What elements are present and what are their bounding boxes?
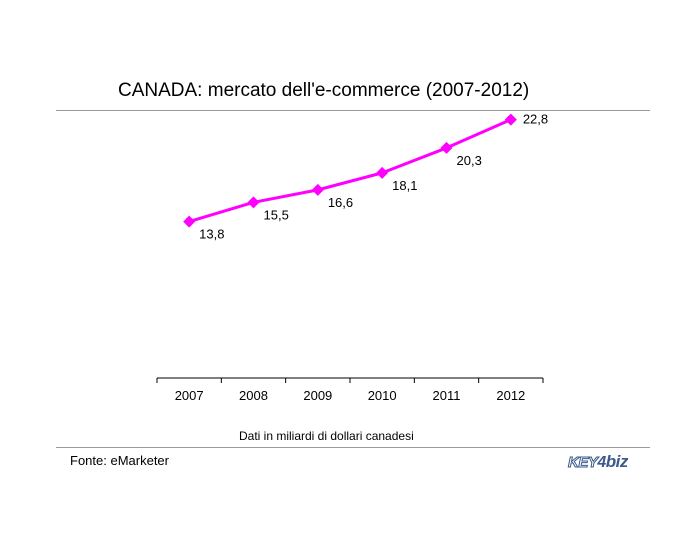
data-point-2008 xyxy=(247,196,260,209)
data-point-2009 xyxy=(311,183,324,196)
data-point-2012 xyxy=(504,113,517,126)
x-tick-label-2012: 2012 xyxy=(496,388,525,403)
key4biz-logo: KEY4biz xyxy=(567,452,629,472)
logo-key: KEY xyxy=(567,454,598,472)
logo-biz: biz xyxy=(605,452,629,471)
chart-title: CANADA: mercato dell'e-commerce (2007-20… xyxy=(118,80,530,101)
data-label-2008: 15,5 xyxy=(264,207,289,222)
x-tick-label-2008: 2008 xyxy=(239,388,268,403)
data-label-2010: 18,1 xyxy=(392,178,417,193)
x-tick-label-2010: 2010 xyxy=(368,388,397,403)
data-label-2007: 13,8 xyxy=(199,227,224,242)
x-tick-label-2007: 2007 xyxy=(175,388,204,403)
logo-four: 4 xyxy=(597,454,606,471)
top-divider xyxy=(56,110,650,111)
data-label-2011: 20,3 xyxy=(457,153,482,168)
source-text: Fonte: eMarketer xyxy=(70,453,169,468)
data-point-2011 xyxy=(440,141,453,154)
x-tick-label-2011: 2011 xyxy=(433,388,461,403)
data-label-2012: 22,8 xyxy=(523,112,548,127)
data-point-2010 xyxy=(376,166,389,179)
bottom-divider xyxy=(56,447,650,448)
series-line xyxy=(188,118,512,224)
data-label-2009: 16,6 xyxy=(328,195,353,210)
data-point-2007 xyxy=(183,215,196,228)
x-tick-label-2009: 2009 xyxy=(303,388,332,403)
units-note: Dati in miliardi di dollari canadesi xyxy=(239,429,414,443)
